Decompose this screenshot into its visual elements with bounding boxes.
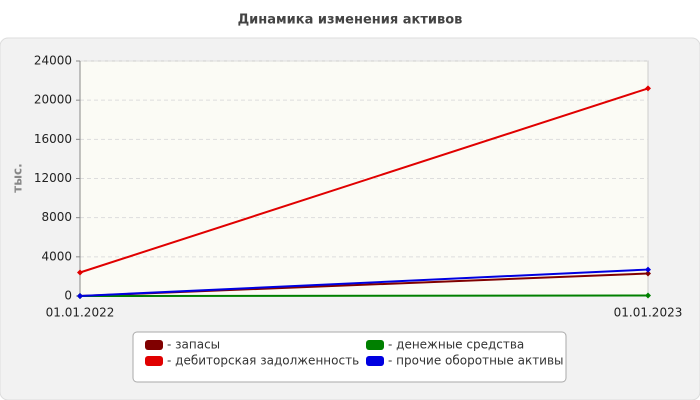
y-tick-label: 24000 xyxy=(34,54,72,68)
series-line xyxy=(79,87,649,274)
legend-label: - прочие оборотные активы xyxy=(388,354,564,368)
legend-swatch xyxy=(366,340,384,350)
point-marker xyxy=(77,293,83,299)
point-marker xyxy=(77,269,83,276)
y-tick-label: 20000 xyxy=(34,93,72,107)
legend xyxy=(132,331,567,383)
legend-label: - дебиторская задолженность xyxy=(167,354,359,368)
y-tick-label: 12000 xyxy=(34,171,72,185)
point-marker xyxy=(645,266,651,273)
series-line xyxy=(79,268,649,297)
point-marker xyxy=(645,270,651,277)
point-marker xyxy=(645,292,651,299)
x-tick-label: 01.01.2023 xyxy=(614,306,683,320)
x-tick-label: 01.01.2022 xyxy=(46,306,115,320)
legend-label: - денежные средства xyxy=(388,338,524,352)
legend-swatch xyxy=(366,356,384,366)
y-axis-label: тыс. xyxy=(11,163,25,192)
legend-label: - запасы xyxy=(167,338,220,352)
legend-swatch xyxy=(145,356,163,366)
y-tick-label: 16000 xyxy=(34,132,72,146)
y-tick-label: 0 xyxy=(64,289,72,303)
point-marker xyxy=(645,85,651,92)
y-tick-label: 8000 xyxy=(41,210,72,224)
y-tick-label: 4000 xyxy=(41,249,72,263)
legend-swatch xyxy=(145,340,163,350)
chart-title: Динамика изменения активов xyxy=(238,13,463,28)
